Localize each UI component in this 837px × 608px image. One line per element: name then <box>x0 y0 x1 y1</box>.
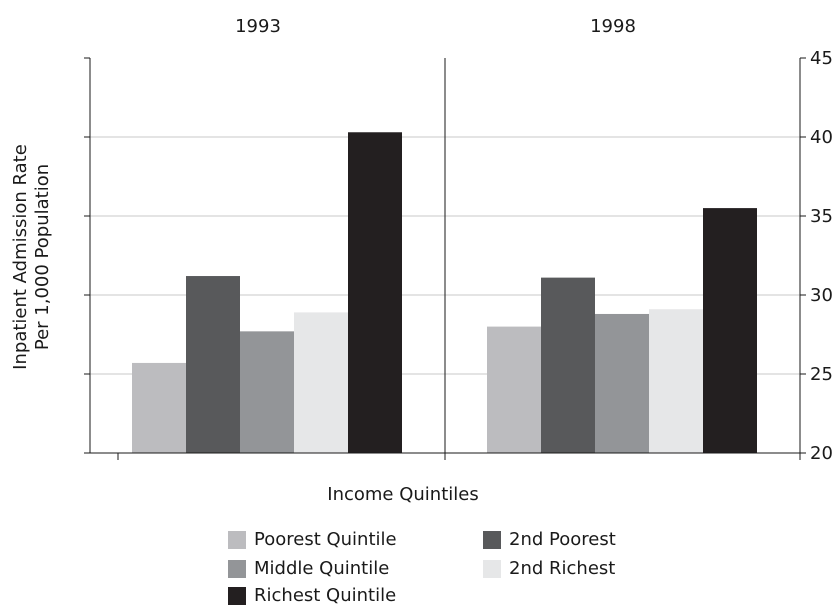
legend-item-poorest: Poorest Quintile <box>228 530 397 550</box>
y-axis-title-line-2: Per 1,000 Population <box>32 164 53 350</box>
y-tick-label: 20 <box>810 443 833 464</box>
panel-title-1998: 1998 <box>590 16 636 37</box>
bar-1993-richest-quintile <box>348 132 402 453</box>
y-tick-label: 30 <box>810 285 833 306</box>
legend-item-middle: Middle Quintile <box>228 559 389 579</box>
legend-item-2nd-poorest: 2nd Poorest <box>483 530 616 550</box>
x-axis-title: Income Quintiles <box>327 484 478 505</box>
y-tick-label: 25 <box>810 364 833 385</box>
bar-1998-middle-quintile <box>595 313 649 453</box>
legend-item-richest: Richest Quintile <box>228 586 396 606</box>
legend-label: 2nd Richest <box>509 558 616 579</box>
y-axis-title: Inpatient Admission Rate Per 1,000 Popul… <box>10 144 53 370</box>
bar-1993-2nd-poorest <box>186 276 240 453</box>
bar-1998-poorest-quintile <box>487 326 541 453</box>
bar-1998-2nd-richest <box>649 309 703 453</box>
legend-swatch <box>228 531 246 549</box>
bar-1993-2nd-richest <box>294 312 348 453</box>
legend-label: 2nd Poorest <box>509 529 616 550</box>
y-axis-title-line-1: Inpatient Admission Rate <box>10 144 31 370</box>
bar-1993-middle-quintile <box>240 331 294 453</box>
legend-swatch <box>483 531 501 549</box>
panel-title-1993: 1993 <box>235 16 281 37</box>
bar-1998-richest-quintile <box>703 208 757 453</box>
legend-label: Middle Quintile <box>254 558 390 579</box>
bars <box>132 132 757 453</box>
legend-label: Poorest Quintile <box>254 529 397 550</box>
legend-swatch <box>228 560 246 578</box>
bar-1998-2nd-poorest <box>541 277 595 453</box>
y-tick-labels: 20 25 30 35 40 45 <box>810 48 833 464</box>
legend-swatch <box>483 560 501 578</box>
legend-swatch <box>228 587 246 605</box>
legend: Poorest Quintile 2nd Poorest Middle Quin… <box>228 530 658 608</box>
legend-item-2nd-richest: 2nd Richest <box>483 559 615 579</box>
y-tick-label: 40 <box>810 127 833 148</box>
y-tick-label: 45 <box>810 48 833 69</box>
y-tick-label: 35 <box>810 206 833 227</box>
axes <box>84 57 806 460</box>
bar-1993-poorest-quintile <box>132 362 186 453</box>
legend-label: Richest Quintile <box>254 585 397 606</box>
